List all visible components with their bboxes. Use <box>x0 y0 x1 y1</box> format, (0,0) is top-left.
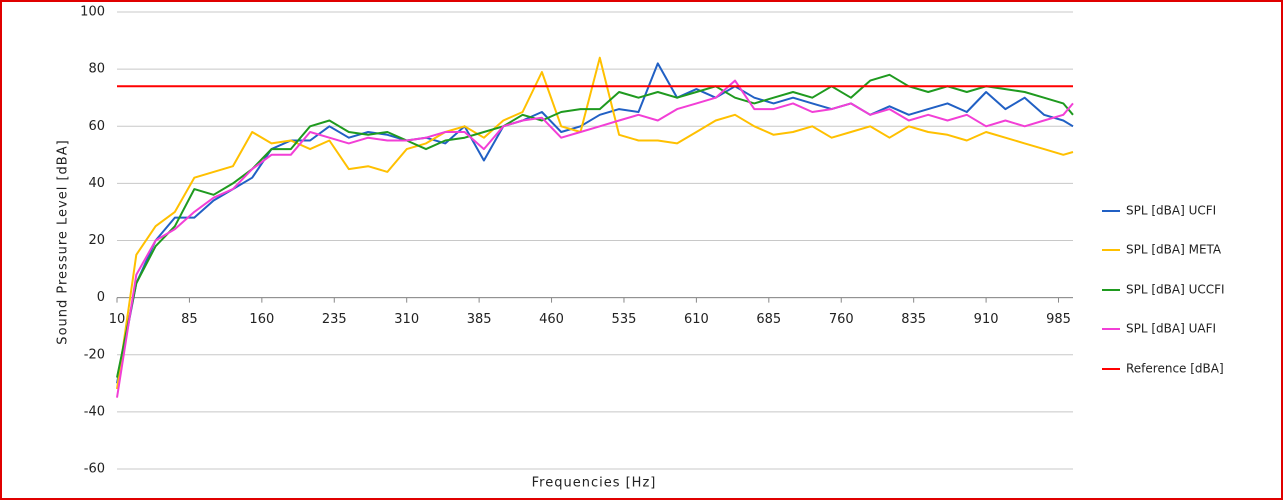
x-tick-label: 985 <box>1046 312 1071 327</box>
legend-label: SPL [dBA] UCFI <box>1126 204 1216 218</box>
y-tick-label: -40 <box>84 404 105 419</box>
x-tick-label: 910 <box>974 312 999 327</box>
x-tick-label: 385 <box>467 312 492 327</box>
x-tick-label: 160 <box>249 312 274 327</box>
series-line <box>116 62 1074 384</box>
legend-label: SPL [dBA] UCCFI <box>1126 283 1225 297</box>
y-axis-label: Sound Pressure Level [dBA] <box>56 139 71 344</box>
x-tick-label: 610 <box>684 312 709 327</box>
legend-label: SPL [dBA] META <box>1126 243 1222 257</box>
x-tick-label: 85 <box>181 312 198 327</box>
x-axis-label: Frequencies [Hz] <box>532 476 657 491</box>
x-tick-label: 235 <box>322 312 347 327</box>
series-line <box>116 56 1074 390</box>
legend-label: Reference [dBA] <box>1126 362 1224 376</box>
y-tick-label: 40 <box>88 176 105 191</box>
x-tick-label: 460 <box>539 312 564 327</box>
x-tick-label: 535 <box>612 312 637 327</box>
series-line <box>116 79 1074 398</box>
x-tick-label: 685 <box>756 312 781 327</box>
x-tick-label: 760 <box>829 312 854 327</box>
y-tick-label: 80 <box>88 62 105 77</box>
y-tick-label: 60 <box>88 119 105 134</box>
x-tick-label: 10 <box>109 312 126 327</box>
y-tick-label: -20 <box>84 347 105 362</box>
y-tick-label: -60 <box>84 462 105 477</box>
legend-label: SPL [dBA] UAFI <box>1126 322 1216 336</box>
y-tick-label: 0 <box>97 290 105 305</box>
series-line <box>116 73 1074 378</box>
x-tick-label: 835 <box>901 312 926 327</box>
y-tick-label: 100 <box>80 5 105 20</box>
y-tick-label: 20 <box>88 233 105 248</box>
x-tick-label: 310 <box>394 312 419 327</box>
